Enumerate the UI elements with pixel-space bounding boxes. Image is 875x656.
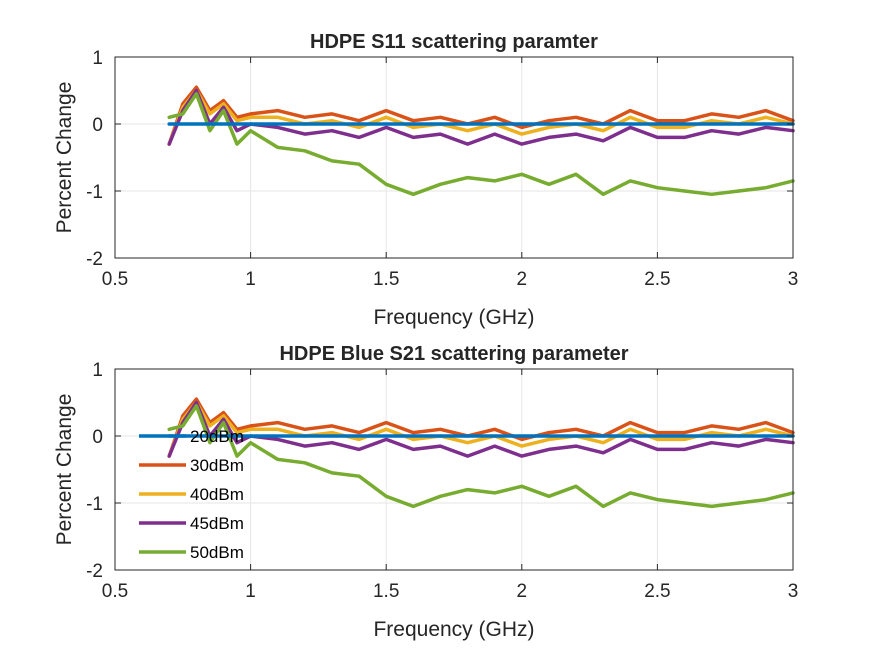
axes-box bbox=[114, 56, 794, 259]
axes-box bbox=[114, 368, 794, 571]
x-tick-label: 1 bbox=[245, 269, 256, 290]
x-tick-label: 1 bbox=[245, 581, 256, 602]
y-tick-label: -2 bbox=[86, 561, 103, 582]
chart-title: HDPE S11 scattering paramter bbox=[310, 31, 598, 53]
x-tick-label: 2.5 bbox=[644, 269, 670, 290]
x-tick-label: 1.5 bbox=[373, 269, 399, 290]
legend-label: 20dBm bbox=[190, 427, 244, 446]
y-tick-label: 1 bbox=[92, 360, 103, 381]
y-tick-label: -2 bbox=[86, 249, 103, 270]
x-tick-label: 3 bbox=[788, 581, 799, 602]
series-line-30dBm bbox=[167, 397, 795, 458]
y-tick-label: 0 bbox=[92, 115, 103, 136]
tick-group: 0.5 1 1.5 2 2.5 3 -2 -1 0 1 bbox=[86, 360, 798, 602]
series-line-45dBm bbox=[167, 400, 795, 458]
x-tick-label: 0.5 bbox=[102, 581, 128, 602]
series-line-45dBm bbox=[167, 88, 795, 146]
chart-title: HDPE Blue S21 scattering parameter bbox=[279, 343, 628, 365]
legend-label: 40dBm bbox=[190, 485, 244, 504]
series-line-30dBm bbox=[167, 85, 795, 146]
legend: 20dBm 30dBm 40dBm 45dBm 50dBm bbox=[139, 427, 244, 562]
x-tick-label: 0.5 bbox=[102, 269, 128, 290]
x-tick-label: 2 bbox=[517, 269, 528, 290]
x-tick-label: 2 bbox=[517, 581, 528, 602]
series-group bbox=[167, 397, 795, 509]
tick-group: 0.5 1 1.5 2 2.5 3 -2 -1 0 1 bbox=[86, 48, 798, 290]
legend-label: 45dBm bbox=[190, 514, 244, 533]
x-axis-label: Frequency (GHz) bbox=[373, 306, 534, 329]
series-group bbox=[167, 85, 795, 197]
y-axis-label: Percent Change bbox=[53, 82, 76, 234]
axes-background bbox=[115, 369, 793, 570]
y-tick-label: -1 bbox=[86, 182, 103, 203]
x-axis-label: Frequency (GHz) bbox=[373, 618, 534, 641]
x-tick-label: 3 bbox=[788, 269, 799, 290]
subplot-s21: 0.5 1 1.5 2 2.5 3 -2 -1 0 1 20dBm 30dBm 40dBm 45dBm 5… bbox=[53, 343, 798, 641]
series-line-50dBm bbox=[167, 92, 795, 197]
axes-background bbox=[115, 57, 793, 258]
x-tick-label: 1.5 bbox=[373, 581, 399, 602]
y-tick-label: -1 bbox=[86, 494, 103, 515]
subplot-s11: 0.5 1 1.5 2 2.5 3 -2 -1 0 1 HDPE S11 scattering p… bbox=[53, 31, 798, 329]
legend-label: 50dBm bbox=[190, 543, 244, 562]
y-axis-label: Percent Change bbox=[53, 394, 76, 546]
y-tick-label: 0 bbox=[92, 427, 103, 448]
series-line-50dBm bbox=[167, 404, 795, 509]
legend-label: 30dBm bbox=[190, 456, 244, 475]
x-tick-label: 2.5 bbox=[644, 581, 670, 602]
y-tick-label: 1 bbox=[92, 48, 103, 69]
